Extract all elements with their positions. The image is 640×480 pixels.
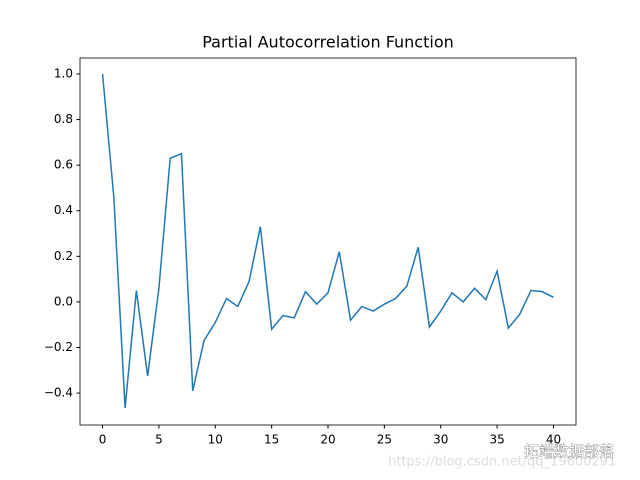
y-tick-label: 0.6	[54, 158, 73, 172]
plot-frame	[79, 57, 577, 426]
x-tick-label: 20	[320, 433, 335, 447]
x-tick-label: 25	[377, 433, 392, 447]
y-tick-label: 0.4	[54, 203, 73, 217]
data-line	[101, 73, 554, 408]
x-tick-label: 10	[208, 433, 223, 447]
x-tick-label: 40	[546, 433, 561, 447]
watermark-brand: 拓端数据部落	[524, 443, 614, 461]
y-tick-label: 0.2	[54, 249, 73, 263]
chart-title: Partial Autocorrelation Function	[202, 33, 454, 52]
y-tick-label: 0.8	[54, 112, 73, 126]
y-tick-label: −0.4	[44, 386, 73, 400]
x-tick-label: 30	[433, 433, 448, 447]
y-tick-label: 1.0	[54, 66, 73, 80]
x-tick-label: 5	[155, 433, 163, 447]
y-tick-label: −0.2	[44, 340, 73, 354]
y-tick-label: 0.0	[54, 294, 73, 308]
watermark-url: https://blog.csdn.net/qq_19600291	[388, 455, 616, 470]
x-tick-label: 0	[99, 433, 107, 447]
x-tick-label: 35	[489, 433, 504, 447]
x-tick-label: 15	[264, 433, 279, 447]
